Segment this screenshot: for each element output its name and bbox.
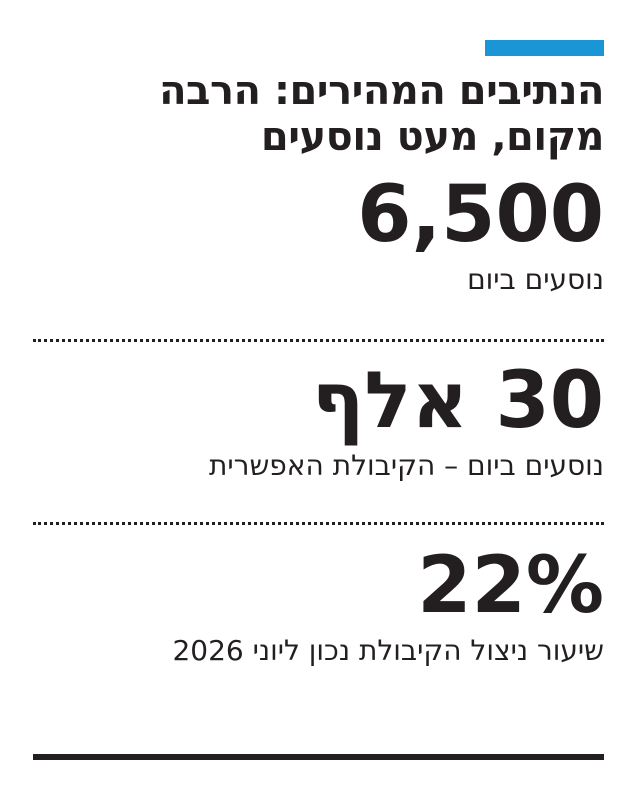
stat-value: 30 אלף xyxy=(311,356,604,446)
stat-value: 6,500 xyxy=(357,170,604,260)
title: הנתיבים המהירים: הרבה מקום, מעט נוסעים xyxy=(33,68,604,160)
title-line: מקום, מעט נוסעים xyxy=(260,114,605,160)
title-line: הנתיבים המהירים: הרבה xyxy=(159,68,604,114)
stat: 30 אלף נוסעים ביום – הקיבולת האפשרית xyxy=(33,358,604,488)
stat-caption: נוסעים ביום xyxy=(467,263,604,296)
divider xyxy=(33,522,604,525)
stat-caption: נוסעים ביום – הקיבולת האפשרית xyxy=(209,449,604,482)
stat-caption: שיעור ניצול הקיבולת נכון ליוני 2026 xyxy=(172,634,604,667)
stat: 22% שיעור ניצול הקיבולת נכון ליוני 2026 xyxy=(33,543,604,673)
divider xyxy=(33,339,604,342)
stat: 6,500 נוסעים ביום xyxy=(33,172,604,302)
stat-value: 22% xyxy=(417,541,604,631)
accent-bar xyxy=(485,40,604,56)
bottom-rule xyxy=(33,754,604,760)
